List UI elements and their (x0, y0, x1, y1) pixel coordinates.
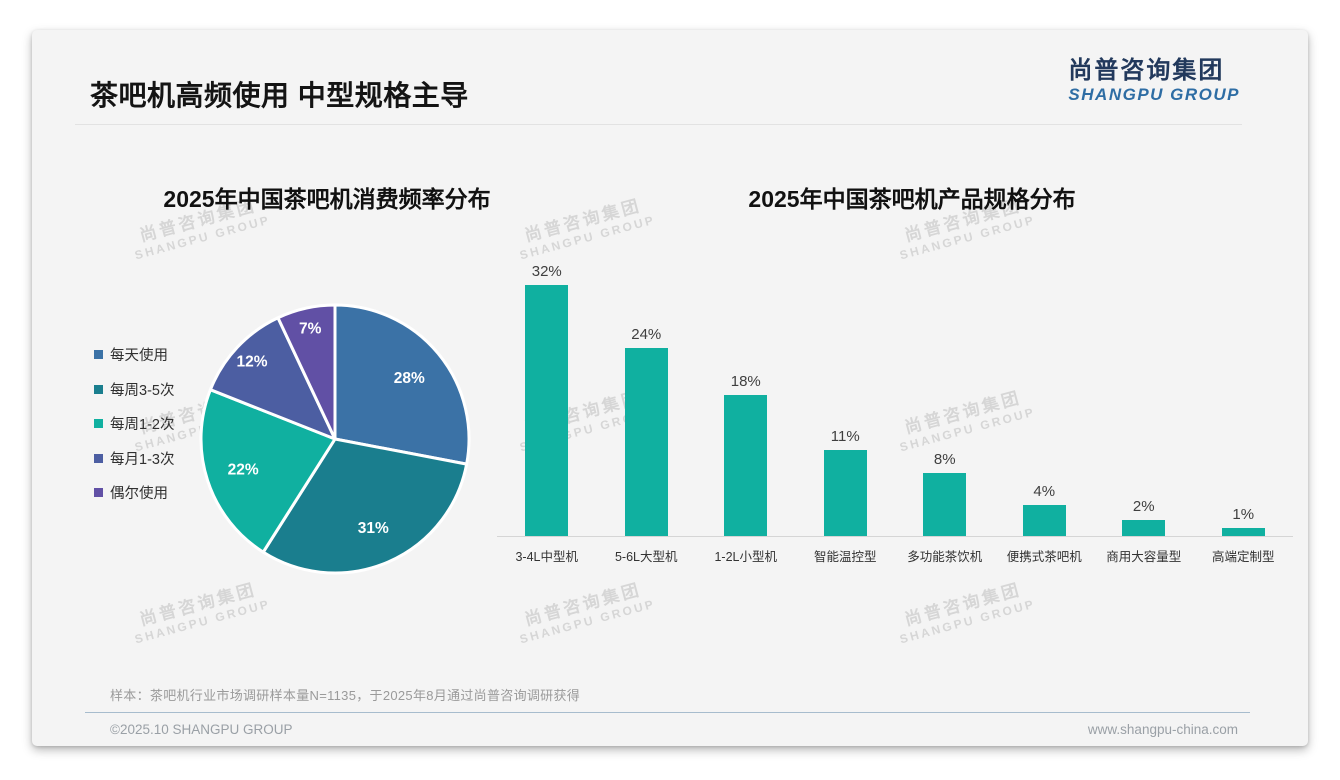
bar-rect (724, 395, 768, 536)
page-title: 茶吧机高频使用 中型规格主导 (90, 80, 469, 111)
pie-slice-4 (276, 303, 337, 441)
pie-legend: 每天使用每周3-5次 每周1-2次 每月1-3次 偶尔使用 (94, 344, 174, 503)
watermark-text-en: SHANGPU GROUP (898, 212, 1037, 263)
bar-value-label: 2% (1132, 498, 1155, 515)
bar-category-label: 多功能茶饮机 (907, 550, 983, 564)
legend-label: 每周3-5次 (110, 382, 175, 399)
bar-column: 1% (1194, 506, 1294, 536)
brand-logo: 尚普咨询集团 SHANGPU GROUP (1068, 57, 1240, 105)
bar-category-label: 5-6L大型机 (614, 550, 678, 564)
title-divider (75, 124, 1242, 125)
bar-chart: 32% 24% 18% 11% 8% 4% 2% 1% 3-4L中型机 5-6L大型机 1-2L小… (497, 262, 1293, 565)
pie-slice-0 (333, 303, 471, 466)
bar-rect (1221, 528, 1265, 536)
legend-item: 每天使用 (94, 344, 174, 365)
bar-chart-title: 2025年中国茶吧机产品规格分布 (748, 186, 1076, 212)
brand-logo-chinese: 尚普咨询集团 (1068, 57, 1225, 84)
bar-column: 8% (895, 451, 995, 536)
bar-value-label: 18% (730, 373, 761, 390)
legend-item: 每周3-5次 (94, 379, 174, 400)
bar-rect (823, 450, 867, 536)
bar-value-label: 11% (830, 428, 860, 445)
bar-category-label: 便携式茶吧机 (1006, 550, 1082, 564)
legend-marker-icon (94, 419, 103, 428)
copyright-text: ©2025.10 SHANGPU GROUP (110, 722, 293, 737)
pie-slice-3 (208, 316, 337, 441)
watermark-text-en: SHANGPU GROUP (133, 212, 272, 263)
legend-item: 每月1-3次 (94, 448, 174, 469)
footer-divider (85, 712, 1250, 713)
bar-value-label: 1% (1232, 506, 1255, 523)
legend-item: 偶尔使用 (94, 482, 174, 503)
bar-column: 4% (995, 483, 1095, 536)
legend-item: 每周1-2次 (94, 413, 174, 434)
bar-category-label: 商用大容量型 (1106, 550, 1182, 564)
bar-column: 32% (497, 263, 597, 536)
bar-rect (525, 285, 569, 536)
watermark-text-cn: 尚普咨询集团 (522, 579, 644, 630)
legend-label: 每天使用 (110, 348, 168, 364)
legend-marker-icon (94, 488, 103, 497)
pie-data-label: 12% (236, 354, 267, 371)
watermark-text-cn: 尚普咨询集团 (137, 579, 259, 630)
slide-card: 尚普咨询集团 SHANGPU GROUP 尚普咨询集团 SHANGPU GROUP 尚普… (32, 30, 1308, 746)
legend-label: 偶尔使用 (110, 486, 168, 502)
bar-value-label: 32% (531, 263, 562, 280)
bar-value-label: 4% (1033, 483, 1056, 500)
website-text: www.shangpu-china.com (1087, 722, 1238, 737)
pie-data-label: 22% (228, 461, 259, 478)
brand-logo-english: SHANGPU GROUP (1068, 84, 1240, 104)
bar-rect (624, 348, 668, 536)
sample-footnote: 样本：茶吧机行业市场调研样本量N=1135，于2025年8月通过尚普咨询调研获得 (110, 688, 581, 703)
bar-column: 24% (597, 326, 697, 536)
watermark-text-cn: 尚普咨询集团 (902, 579, 1024, 630)
pie-chart: 28% 31% 22% 12% 7% (199, 303, 471, 575)
bar-category-label: 1-2L小型机 (714, 550, 778, 564)
bar-category-label: 高端定制型 (1211, 550, 1275, 564)
pie-chart-title: 2025年中国茶吧机消费频率分布 (163, 186, 491, 212)
bar-category-label: 智能温控型 (813, 550, 877, 564)
legend-marker-icon (94, 350, 103, 359)
watermark-text-en: SHANGPU GROUP (898, 596, 1037, 647)
bar-plot-area: 32% 24% 18% 11% 8% 4% 2% 1% (497, 262, 1293, 537)
legend-marker-icon (94, 453, 103, 463)
legend-label: 每月1-3次 (110, 451, 175, 468)
watermark-text-en: SHANGPU GROUP (518, 596, 657, 647)
watermark-text-en: SHANGPU GROUP (133, 596, 272, 647)
pie-data-label: 31% (358, 520, 389, 537)
legend-marker-icon (94, 384, 103, 394)
bar-column: 2% (1094, 498, 1194, 536)
legend-label: 每周1-2次 (110, 417, 175, 433)
bar-category-label: 3-4L中型机 (515, 550, 579, 564)
bar-column: 18% (696, 373, 796, 536)
bar-category-axis: 3-4L中型机 5-6L大型机 1-2L小型机 智能温控型 多功能茶饮机 便携式茶吧机 商用… (497, 537, 1293, 565)
bar-rect (1022, 505, 1066, 536)
pie-data-label: 28% (394, 370, 425, 387)
bar-rect (923, 473, 967, 536)
pie-slice-2 (199, 388, 337, 554)
pie-data-label: 7% (299, 320, 322, 337)
watermark-text-en: SHANGPU GROUP (518, 212, 657, 263)
bar-column: 11% (796, 428, 896, 536)
bar-rect (1122, 520, 1166, 536)
bar-value-label: 24% (631, 326, 662, 343)
bar-value-label: 8% (933, 451, 956, 468)
